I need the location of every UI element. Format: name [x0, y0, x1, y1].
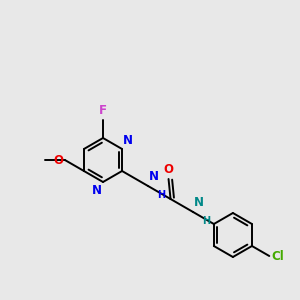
- Text: H: H: [157, 190, 165, 200]
- Text: O: O: [164, 163, 173, 176]
- Text: O: O: [53, 154, 63, 166]
- Text: F: F: [99, 104, 107, 117]
- Text: Cl: Cl: [271, 250, 284, 262]
- Text: H: H: [202, 216, 210, 226]
- Text: N: N: [194, 196, 204, 209]
- Text: N: N: [123, 134, 133, 147]
- Text: N: N: [149, 170, 159, 183]
- Text: N: N: [92, 184, 102, 197]
